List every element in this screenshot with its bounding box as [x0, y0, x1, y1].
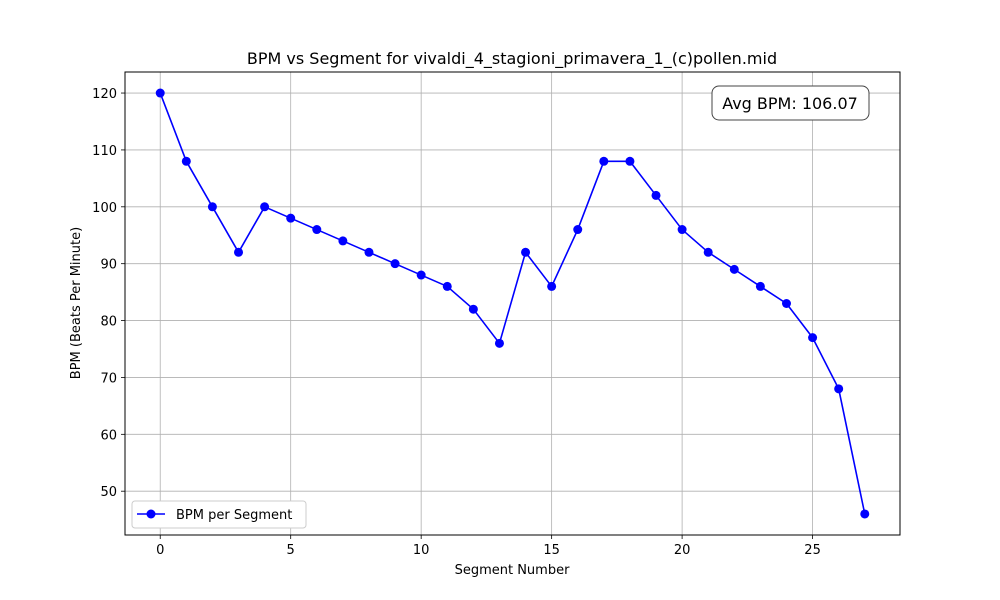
legend: BPM per Segment [131, 500, 307, 529]
x-tick-label: 0 [156, 543, 164, 558]
bpm-data-point [494, 338, 504, 348]
bpm-data-point [390, 259, 400, 269]
bpm-data-point [651, 190, 661, 200]
bpm-data-point [442, 281, 452, 291]
x-tick-label: 25 [804, 543, 821, 558]
y-tick-label: 90 [100, 258, 117, 273]
bpm-data-point [338, 236, 348, 246]
bpm-data-point [364, 247, 374, 257]
bpm-data-point [755, 281, 765, 291]
bpm-data-point [703, 247, 713, 257]
y-tick-label: 100 [92, 201, 117, 216]
bpm-data-point [625, 156, 635, 166]
bpm-data-point [599, 156, 609, 166]
bpm-data-point [729, 264, 739, 274]
bpm-data-point [234, 247, 244, 257]
bpm-data-point [286, 213, 296, 223]
bpm-data-point [677, 225, 687, 235]
bpm-data-point [312, 225, 322, 235]
bpm-data-point [860, 509, 870, 519]
x-tick-label: 5 [287, 543, 295, 558]
bpm-data-point [416, 270, 426, 280]
x-tick-label: 20 [674, 543, 691, 558]
bpm-data-point [781, 299, 791, 308]
chart-title: BPM vs Segment for vivaldi_4_stagioni_pr… [247, 49, 777, 69]
legend-marker-swatch [146, 509, 156, 519]
bpm-data-point [468, 304, 478, 314]
series-layer [155, 88, 870, 519]
y-tick-label: 70 [100, 371, 117, 386]
avg-bpm-annotation: Avg BPM: 106.07 [711, 85, 870, 121]
y-tick-label: 80 [100, 315, 117, 330]
bpm-data-point [808, 333, 818, 343]
bpm-data-point [834, 384, 844, 394]
x-tick-label: 15 [543, 543, 560, 558]
y-axis-label: BPM (Beats Per Minute) [69, 227, 84, 379]
bpm-data-point [181, 156, 191, 166]
bpm-data-point [155, 88, 165, 98]
x-tick-label: 10 [413, 543, 430, 558]
y-tick-label: 120 [92, 87, 117, 102]
bpm-data-point [207, 202, 217, 212]
legend-label: BPM per Segment [176, 508, 292, 523]
y-tick-label: 50 [100, 485, 117, 500]
bpm-data-point [573, 225, 583, 235]
bpm-data-point [521, 247, 531, 257]
avg-bpm-text: Avg BPM: 106.07 [722, 94, 858, 113]
y-tick-label: 60 [100, 428, 117, 443]
legend-box [131, 500, 307, 529]
axis-ticks: 0 5 10 15 20 25 50 60 70 80 90 100 110 120 [92, 87, 821, 558]
bpm-data-point [260, 202, 270, 212]
bpm-data-point [547, 281, 557, 291]
y-tick-label: 110 [92, 144, 117, 159]
bpm-series-line [159, 92, 866, 515]
plot-area-frame [124, 71, 901, 536]
annotation-box [711, 85, 870, 121]
x-axis-label: Segment Number [455, 563, 571, 578]
grid-lines [125, 72, 900, 535]
